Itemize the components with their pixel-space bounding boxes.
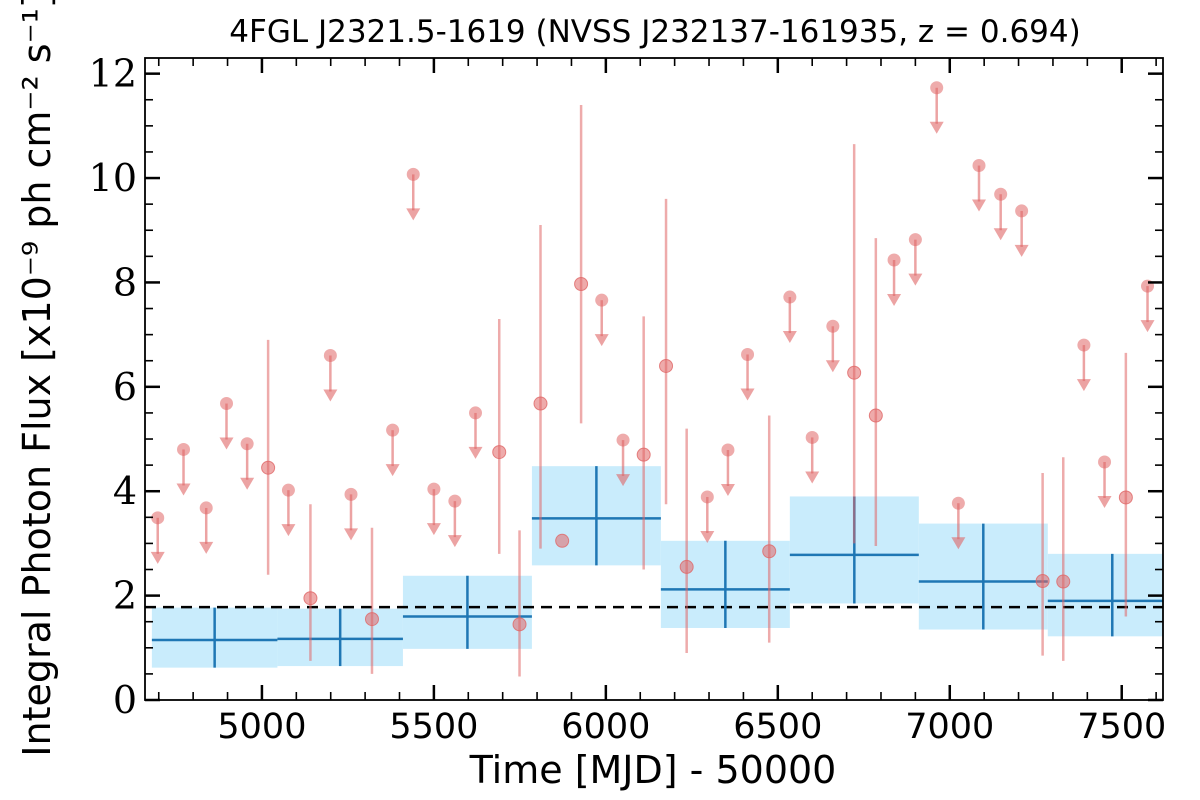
upper-limit-point	[220, 397, 234, 411]
upper-limit-arrow	[219, 437, 234, 450]
upper-limit-arrow	[1076, 379, 1091, 392]
plot-area: 5000 5500 6000 6500 7000 7500 0 2 4 6 8 10 12	[89, 52, 1167, 747]
data-layer	[145, 81, 1163, 677]
monthly-detection-point	[659, 358, 674, 373]
upper-limit-point	[386, 423, 400, 437]
upper-limit-arrow	[1014, 244, 1029, 257]
x-tick-label: 7000	[905, 707, 994, 747]
x-tick-label: 5000	[217, 707, 306, 747]
upper-limit-point	[240, 437, 254, 451]
yearly-bin-band	[1047, 553, 1163, 637]
upper-limit-point	[177, 442, 191, 456]
x-axis-label: Time [MJD] - 50000	[469, 748, 837, 792]
upper-limit-point	[951, 496, 965, 510]
y-tick-label: 4	[113, 469, 137, 513]
upper-limit-point	[199, 501, 213, 515]
monthly-detection-point	[1118, 490, 1133, 505]
upper-limit-arrow	[468, 446, 483, 459]
upper-limit-point	[344, 487, 358, 501]
upper-limit-arrow	[1097, 495, 1112, 508]
upper-limit-arrow	[972, 199, 987, 212]
upper-limit-arrow	[782, 331, 797, 344]
upper-limit-point	[1015, 204, 1029, 218]
upper-limit-point	[741, 347, 755, 361]
upper-limit-arrow	[281, 524, 296, 537]
y-tick-label: 8	[113, 260, 137, 304]
monthly-detection-point	[847, 365, 862, 380]
upper-limit-arrow	[447, 535, 462, 548]
monthly-detection-point	[574, 277, 589, 292]
upper-limit-arrow	[887, 293, 902, 306]
upper-limit-point	[994, 187, 1008, 201]
upper-limit-arrow	[176, 483, 191, 496]
y-tick-label: 12	[89, 52, 137, 96]
upper-limit-point	[721, 443, 735, 457]
upper-limit-arrow	[951, 537, 966, 550]
monthly-detection-point	[868, 408, 883, 423]
upper-limit-arrow	[594, 334, 609, 347]
y-tick-label: 0	[113, 678, 137, 722]
upper-limit-point	[406, 167, 420, 181]
upper-limit-point	[323, 349, 337, 363]
upper-limit-point	[1098, 455, 1112, 469]
y-axis-label: Integral Photon Flux [x10⁻⁹ ph cm⁻² s⁻¹]	[15, 0, 59, 757]
upper-limit-arrow	[993, 228, 1008, 241]
upper-limit-point	[972, 159, 986, 173]
chart-title: 4FGL J2321.5-1619 (NVSS J232137-161935, …	[229, 14, 1080, 50]
upper-limit-arrow	[150, 551, 165, 564]
upper-limit-point	[595, 293, 609, 307]
upper-limit-point	[700, 490, 714, 504]
upper-limit-point	[1077, 338, 1091, 352]
upper-limit-point	[908, 233, 922, 247]
upper-limit-arrow	[720, 483, 735, 496]
monthly-detection-point	[636, 447, 651, 462]
monthly-detection-point	[303, 591, 318, 606]
x-tick-label: 7500	[1077, 707, 1166, 747]
upper-limit-arrow	[1140, 320, 1155, 333]
upper-limit-point	[887, 253, 901, 267]
upper-limit-point	[805, 430, 819, 444]
upper-limit-point	[826, 319, 840, 333]
x-tick-label: 6000	[561, 707, 650, 747]
monthly-detection-point	[1056, 574, 1071, 589]
monthly-detection-point	[364, 612, 379, 627]
upper-limit-point	[616, 433, 630, 447]
upper-limit-arrow	[406, 208, 421, 221]
upper-limit-arrow	[616, 474, 631, 487]
upper-limit-point	[151, 511, 165, 525]
y-tick-label: 6	[113, 365, 137, 409]
upper-limit-arrow	[385, 464, 400, 477]
y-tick-label: 2	[113, 574, 137, 618]
upper-limit-arrow	[908, 273, 923, 286]
upper-limit-point	[930, 81, 944, 95]
upper-limit-arrow	[700, 530, 715, 543]
plot-frame	[144, 57, 1164, 701]
x-tick-label: 6500	[733, 707, 822, 747]
monthly-detection-point	[533, 396, 548, 411]
monthly-detection-point	[555, 533, 570, 548]
y-tick-label: 10	[89, 156, 137, 200]
monthly-detection-point	[261, 460, 276, 475]
upper-limit-point	[427, 482, 441, 496]
monthly-detection-point	[1035, 573, 1050, 588]
upper-limit-arrow	[426, 523, 441, 536]
upper-limit-arrow	[199, 541, 214, 554]
upper-limit-point	[469, 406, 483, 420]
monthly-detection-point	[762, 544, 777, 559]
upper-limit-arrow	[323, 389, 338, 402]
upper-limit-arrow	[240, 477, 255, 490]
x-tick-label: 5500	[389, 707, 478, 747]
monthly-detection-point	[512, 617, 527, 632]
upper-limit-arrow	[805, 471, 820, 484]
upper-limit-arrow	[740, 388, 755, 401]
upper-limit-arrow	[825, 360, 840, 373]
upper-limit-arrow	[929, 121, 944, 134]
monthly-detection-point	[679, 559, 694, 574]
upper-limit-arrow	[344, 528, 359, 541]
upper-limit-point	[783, 290, 797, 304]
upper-limit-point	[448, 494, 462, 508]
monthly-detection-point	[492, 445, 507, 460]
upper-limit-point	[281, 483, 295, 497]
